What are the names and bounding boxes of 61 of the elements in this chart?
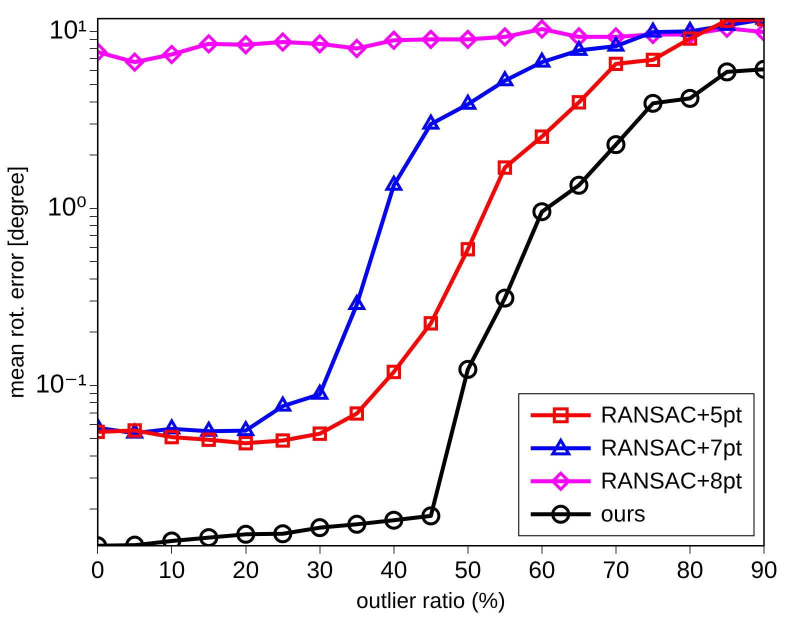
point: [606, 135, 626, 154]
point: [236, 35, 256, 54]
point: [572, 95, 586, 110]
point: [495, 27, 514, 46]
point: [310, 518, 330, 538]
x-tick-label: 70: [602, 556, 630, 584]
x-tick-label: 20: [232, 556, 260, 584]
point: [125, 52, 144, 72]
point: [424, 316, 438, 330]
point: [569, 176, 588, 195]
point: [162, 44, 182, 64]
point: [199, 34, 218, 54]
point: [347, 514, 366, 534]
point: [312, 426, 327, 441]
point: [350, 406, 364, 421]
x-tick-label: 90: [750, 556, 778, 584]
point: [384, 30, 404, 50]
y-tick-label: 10¹: [49, 14, 88, 44]
point: [276, 433, 290, 448]
point: [532, 20, 552, 39]
x-tick-label: 40: [380, 556, 408, 584]
point: [199, 528, 218, 546]
point: [236, 524, 256, 544]
point: [608, 56, 624, 72]
point: [164, 430, 179, 444]
y-axis-title: mean rot. error [degree]: [3, 166, 28, 398]
point: [458, 30, 478, 49]
legend-label: RANSAC+7pt: [600, 434, 743, 461]
point: [273, 32, 292, 52]
point: [238, 436, 253, 450]
y-tick-label: 10⁰: [47, 192, 87, 222]
point: [384, 510, 404, 530]
point: [347, 38, 366, 58]
point: [458, 360, 478, 379]
x-tick-label: 10: [158, 556, 186, 584]
x-axis-title: outlier ratio (%): [356, 588, 506, 613]
point: [646, 52, 660, 68]
legend-label: RANSAC+8pt: [600, 468, 743, 494]
x-tick-label: 0: [91, 556, 104, 584]
x-tick-label: 60: [528, 556, 556, 584]
point: [534, 130, 550, 144]
point: [202, 432, 216, 447]
point: [310, 34, 330, 54]
point: [532, 202, 552, 222]
point: [273, 524, 292, 544]
point: [460, 242, 476, 256]
x-tick-label: 30: [306, 556, 334, 584]
legend-label: ours: [600, 500, 646, 527]
x-tick-label: 50: [454, 556, 482, 584]
point: [421, 506, 440, 526]
point: [680, 88, 700, 108]
point: [421, 30, 440, 49]
point: [643, 94, 662, 113]
point: [682, 31, 698, 46]
point: [386, 364, 401, 380]
y-tick-label: 10⁻¹: [35, 368, 88, 399]
x-tick-label: 80: [676, 556, 704, 584]
point: [717, 62, 736, 82]
legend-label: RANSAC+5pt: [600, 402, 743, 428]
point: [498, 160, 512, 175]
point: [495, 288, 514, 308]
